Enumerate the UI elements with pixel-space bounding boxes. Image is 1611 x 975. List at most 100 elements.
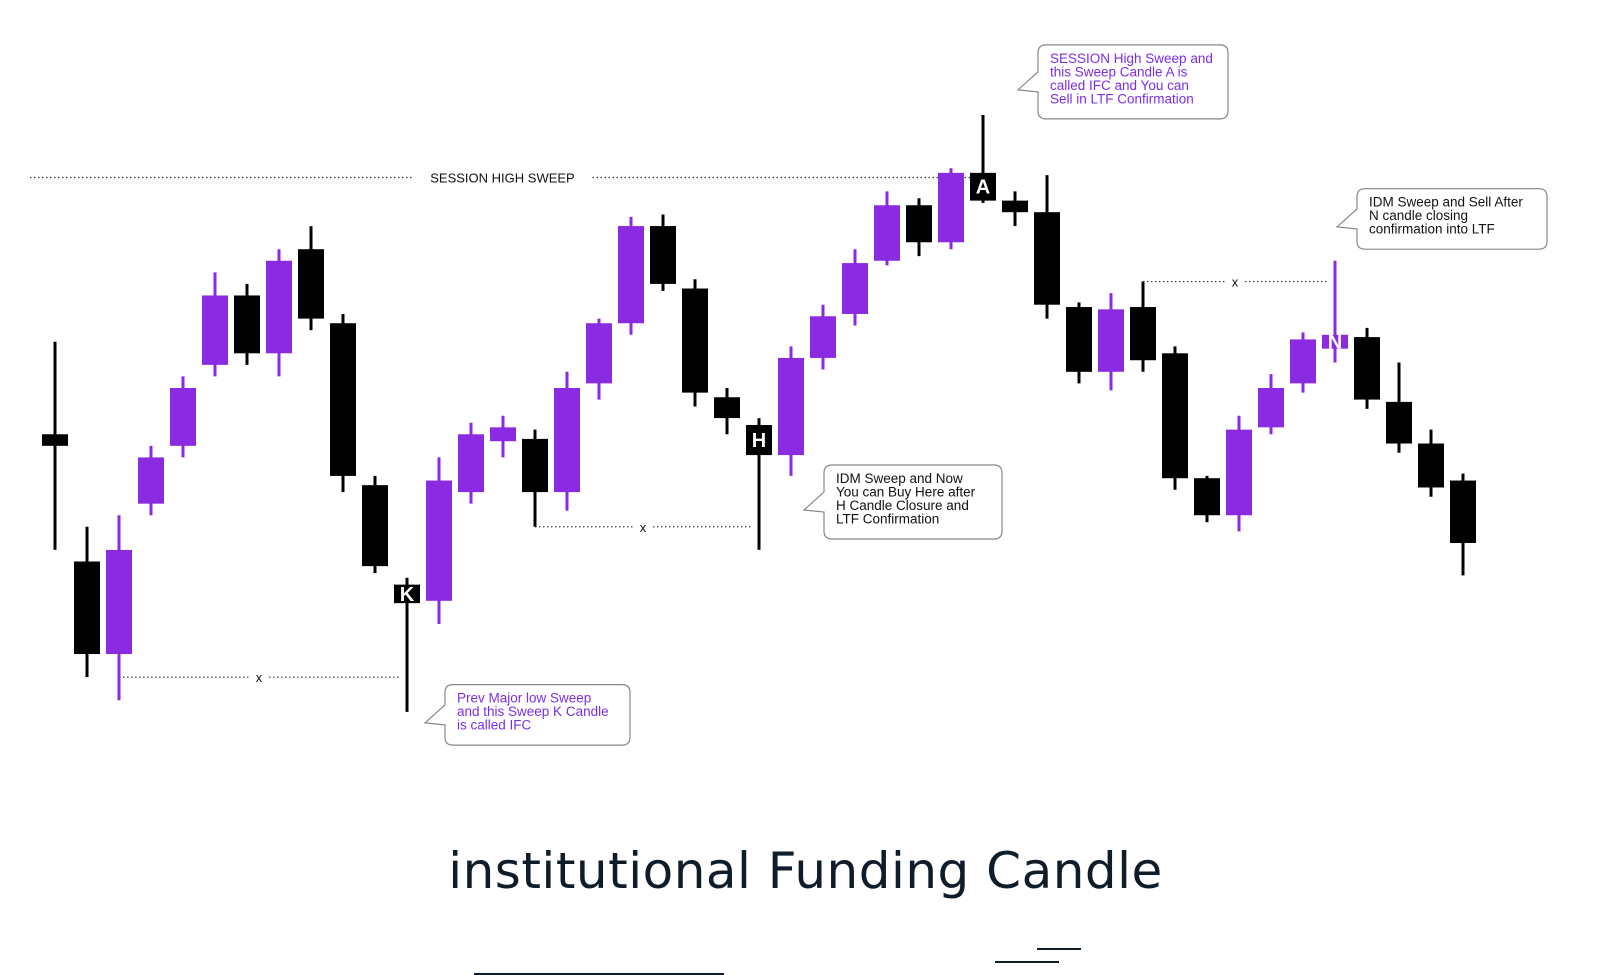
candle-6: [234, 283, 260, 365]
candle-20: [682, 279, 708, 407]
candle-43: [1418, 429, 1444, 497]
candle-body: [1386, 401, 1412, 444]
candle-body: [234, 295, 260, 354]
candle-body: [874, 205, 900, 261]
candle-27: [906, 198, 932, 257]
candle-body: [554, 388, 580, 493]
candle-32: [1066, 302, 1092, 384]
callout-line: called IFC and You can: [1050, 78, 1189, 93]
candle-label-n: N: [1328, 332, 1342, 354]
idm-high-level: x: [1143, 275, 1327, 290]
level-label: x: [256, 670, 263, 685]
candle-25: [842, 249, 868, 326]
candle-body: [810, 316, 836, 358]
candle-body: [42, 434, 68, 446]
candle-body: [714, 397, 740, 419]
callout-line: SESSION High Sweep and: [1050, 51, 1213, 66]
candle-body: [458, 434, 484, 493]
candle-body: [106, 549, 132, 655]
candle-label-h: H: [752, 430, 766, 452]
page-title: institutional Funding Candle: [448, 842, 1163, 900]
callout-line: N candle closing: [1369, 208, 1468, 223]
candle-0: [42, 341, 68, 550]
candle-body: [522, 438, 548, 493]
callout-box: [1016, 44, 1229, 120]
callout-line: and this Sweep K Candle: [457, 704, 609, 719]
callout-line: this Sweep Candle A is: [1050, 64, 1188, 79]
candles-layer: [42, 115, 1476, 712]
candle-5: [202, 272, 228, 377]
candle-body: [1002, 200, 1028, 213]
candle-labels-layer: K H A N: [400, 177, 1342, 606]
candle-14: [490, 415, 516, 458]
candle-24: [810, 304, 836, 370]
decorative-underline-right-bottom: [995, 961, 1059, 963]
candle-body: [426, 480, 452, 601]
candle-body: [1258, 388, 1284, 428]
callout-box: [423, 684, 631, 746]
candle-body: [1034, 212, 1060, 305]
candle-body: [1354, 337, 1380, 400]
candle-body: [266, 260, 292, 354]
candle-12: [426, 457, 452, 624]
candle-10: [362, 475, 388, 574]
candle-body: [938, 172, 964, 243]
level-label: SESSION HIGH SWEEP: [430, 170, 574, 185]
candle-body: [1418, 443, 1444, 488]
candlestick-chart: SESSION HIGH SWEEP x x x K H A N SESSION High …: [30, 44, 1548, 746]
candle-2: [106, 515, 132, 701]
candle-18: [618, 216, 644, 335]
candle-body: [746, 425, 772, 456]
idm-low-level: x: [535, 520, 751, 535]
candle-19: [650, 214, 676, 291]
candle-42: [1386, 362, 1412, 453]
candle-26: [874, 191, 900, 266]
candle-35: [1162, 346, 1188, 490]
levels-layer: SESSION HIGH SWEEP x x x: [30, 170, 1327, 685]
callout-line: LTF Confirmation: [836, 512, 939, 527]
candle-body: [618, 226, 644, 324]
callout-line: Prev Major low Sweep: [457, 691, 591, 706]
candle-13: [458, 422, 484, 504]
candle-body: [138, 457, 164, 504]
candle-3: [138, 445, 164, 516]
candle-body: [202, 295, 228, 365]
session-high-level: SESSION HIGH SWEEP: [30, 170, 975, 185]
candle-38: [1258, 374, 1284, 435]
candle-body: [650, 226, 676, 284]
candle-body: [362, 485, 388, 567]
candle-30: [1002, 191, 1028, 227]
callout-line: You can Buy Here after: [836, 485, 976, 500]
candle-body: [330, 323, 356, 476]
level-label: x: [640, 520, 647, 535]
prev-major-low-level: x: [119, 670, 399, 685]
candle-37: [1226, 415, 1252, 532]
callout-line: is called IFC: [457, 718, 532, 733]
candle-body: [778, 357, 804, 456]
candle-41: [1354, 327, 1380, 409]
callout-line: IDM Sweep and Now: [836, 471, 963, 486]
callout-box: [1335, 188, 1548, 250]
candle-body: [682, 288, 708, 393]
decorative-underline-right-top: [1037, 948, 1081, 950]
candle-44: [1450, 473, 1476, 576]
candle-body: [970, 172, 996, 201]
candle-34: [1130, 281, 1156, 372]
candle-label-a: A: [976, 177, 990, 199]
candle-11: [394, 577, 420, 712]
candle-label-k: K: [400, 584, 415, 606]
callout-line: Sell in LTF Confirmation: [1050, 91, 1194, 106]
candle-body: [170, 388, 196, 446]
candle-body: [1130, 307, 1156, 361]
candle-17: [586, 318, 612, 400]
candle-28: [938, 168, 964, 250]
candle-9: [330, 313, 356, 493]
candle-40: [1322, 260, 1348, 363]
candle-33: [1098, 293, 1124, 391]
candle-body: [1162, 353, 1188, 479]
candle-4: [170, 376, 196, 458]
